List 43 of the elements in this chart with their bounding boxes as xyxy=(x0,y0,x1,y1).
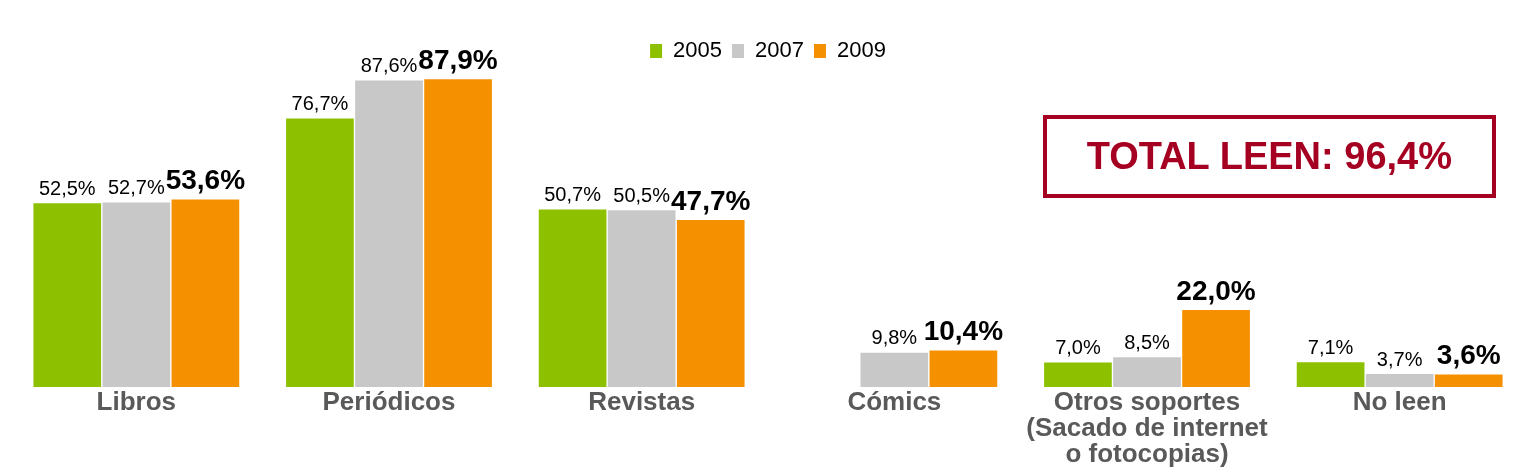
bar xyxy=(1365,374,1434,387)
bar xyxy=(286,118,354,387)
data-label: 87,9% xyxy=(418,44,498,76)
data-label: 50,7% xyxy=(544,183,602,206)
data-label: 52,7% xyxy=(107,176,165,199)
legend-label: 2007 xyxy=(755,37,804,63)
data-label: 3,6% xyxy=(1436,339,1501,371)
bar xyxy=(33,203,102,387)
data-label: 7,1% xyxy=(1307,335,1354,358)
bar xyxy=(1044,362,1112,387)
data-label: 3,7% xyxy=(1376,347,1423,370)
bar xyxy=(929,350,998,387)
bar xyxy=(1113,357,1181,387)
data-label: 47,7% xyxy=(671,184,751,216)
data-label: 52,5% xyxy=(38,176,96,199)
bar xyxy=(102,202,171,387)
legend-label: 2005 xyxy=(673,37,723,63)
data-label: 10,4% xyxy=(923,315,1004,347)
bar xyxy=(1434,374,1503,387)
x-tick-label: Periódicos xyxy=(322,386,456,417)
x-tick-label: Otros soportes (Sacado de internet o fotocopias) xyxy=(1026,386,1268,469)
bar xyxy=(1296,362,1365,387)
bar xyxy=(538,209,607,387)
data-label: 87,6% xyxy=(360,53,418,76)
x-tick-label: No leen xyxy=(1352,386,1447,417)
data-label: 76,7% xyxy=(291,92,349,115)
bar xyxy=(171,199,240,387)
bar xyxy=(424,79,492,387)
x-tick-label: Cómics xyxy=(847,386,942,417)
data-label: 7,0% xyxy=(1055,336,1101,359)
data-label: 9,8% xyxy=(871,326,918,349)
data-label: 53,6% xyxy=(165,164,246,196)
bar xyxy=(1182,310,1250,387)
bar xyxy=(355,80,423,387)
legend-label: 2009 xyxy=(836,37,886,63)
data-label: 8,5% xyxy=(1124,330,1171,353)
x-tick-label: Revistas xyxy=(588,386,696,417)
data-label: 50,5% xyxy=(613,183,671,206)
bar xyxy=(860,352,929,387)
annotation: TOTAL LEEN: 96,4% xyxy=(1086,135,1452,178)
x-tick-label: Libros xyxy=(96,386,177,417)
data-label: 22,0% xyxy=(1176,274,1256,306)
bar xyxy=(676,220,745,387)
